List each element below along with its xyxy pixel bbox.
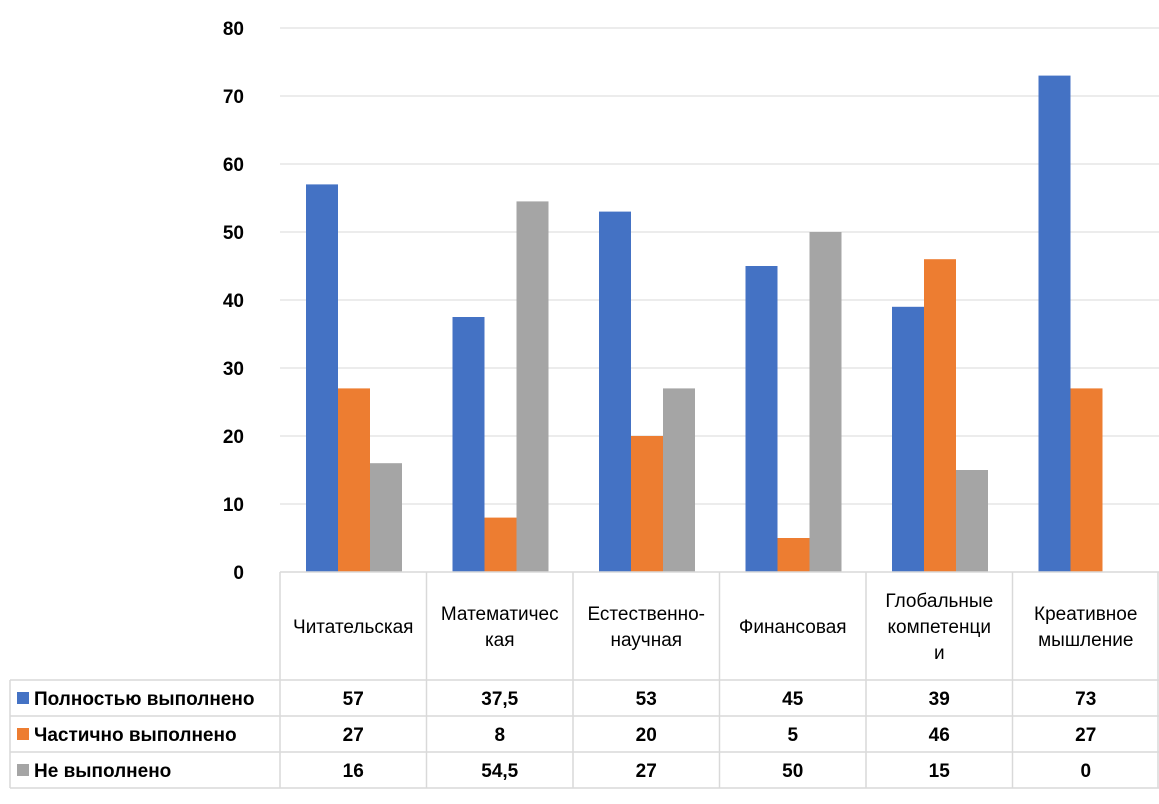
data-value: 27 [636, 761, 657, 782]
y-tick-label: 60 [223, 155, 244, 176]
category-label: Естественно- [587, 604, 705, 625]
y-tick-label: 0 [233, 563, 244, 584]
category-label: мышление [1038, 630, 1133, 651]
y-tick-label: 50 [223, 223, 244, 244]
data-value: 73 [1075, 689, 1096, 710]
bar [306, 184, 338, 572]
y-tick-label: 10 [223, 495, 244, 516]
bar [777, 538, 810, 572]
y-tick-label: 80 [223, 19, 244, 40]
legend-key [17, 692, 29, 704]
data-value: 45 [782, 689, 804, 710]
data-value: 8 [494, 725, 505, 746]
y-tick-label: 20 [223, 427, 244, 448]
data-value: 53 [636, 689, 657, 710]
bar [809, 232, 842, 572]
data-value: 54,5 [481, 761, 518, 782]
category-label: Читательская [293, 617, 413, 638]
data-value: 39 [929, 689, 950, 710]
legend-key [17, 728, 29, 740]
bar [924, 259, 956, 572]
data-value: 0 [1080, 761, 1091, 782]
category-label: Финансовая [739, 617, 847, 638]
category-label: Глобальные [885, 591, 993, 612]
data-value: 50 [782, 761, 803, 782]
data-value: 15 [929, 761, 951, 782]
bar [745, 266, 778, 572]
bar [663, 388, 695, 572]
category-label: компетенци [888, 617, 991, 638]
bar [631, 436, 663, 572]
bar [338, 388, 370, 572]
legend-label: Не выполнено [34, 761, 171, 782]
data-value: 37,5 [481, 689, 518, 710]
category-label: научная [610, 630, 682, 651]
bar [1070, 388, 1103, 572]
y-tick-label: 70 [223, 87, 244, 108]
data-value: 57 [343, 689, 364, 710]
data-value: 27 [1075, 725, 1096, 746]
bar [892, 306, 924, 572]
category-label: Математичес [441, 604, 559, 625]
data-value: 16 [343, 761, 364, 782]
legend-label: Полностью выполнено [34, 689, 254, 710]
category-label: и [934, 643, 945, 664]
bar [452, 317, 485, 572]
legend-key [17, 764, 29, 776]
data-value: 5 [787, 725, 798, 746]
bar [1038, 75, 1071, 572]
bar [484, 517, 517, 572]
y-tick-label: 40 [223, 291, 244, 312]
bar [516, 201, 549, 572]
data-value: 27 [343, 725, 364, 746]
category-label: кая [485, 630, 515, 651]
data-value: 20 [636, 725, 657, 746]
category-label: Креативное [1034, 604, 1137, 625]
data-value: 46 [929, 725, 950, 746]
bar [956, 470, 988, 572]
legend-label: Частично выполнено [34, 725, 237, 746]
bar [370, 463, 402, 572]
y-tick-label: 30 [223, 359, 244, 380]
bar [599, 211, 631, 572]
